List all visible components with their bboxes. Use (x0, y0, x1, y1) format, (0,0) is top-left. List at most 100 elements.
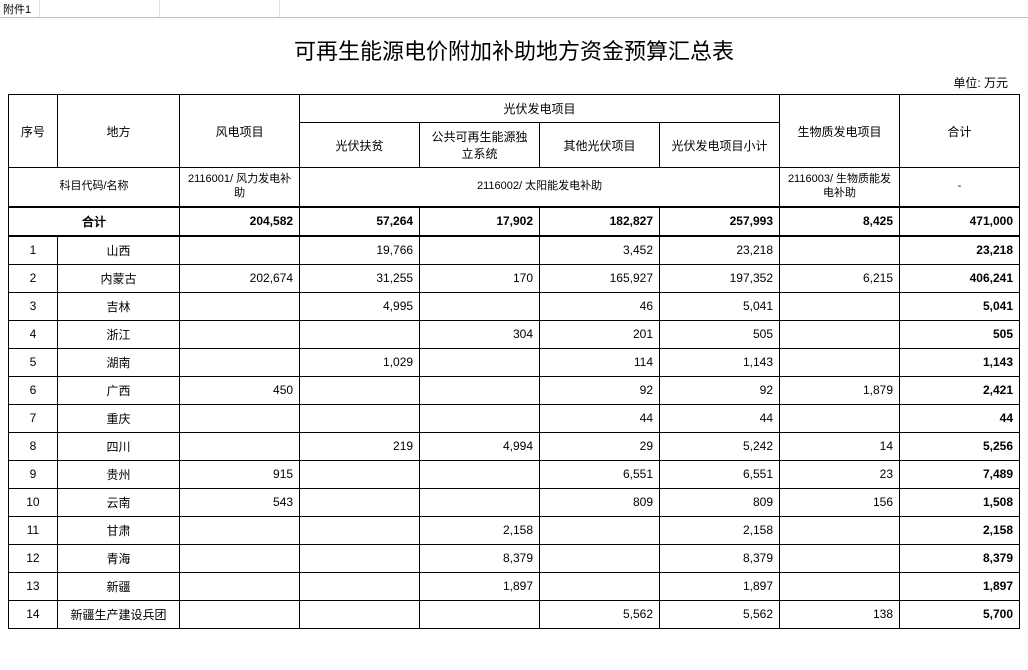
cell-idx: 11 (9, 516, 58, 544)
cell-region: 甘肃 (57, 516, 179, 544)
cell-total: 1,143 (900, 348, 1020, 376)
sum-label: 合计 (9, 207, 180, 236)
cell-total: 5,700 (900, 600, 1020, 628)
cell-region: 新疆生产建设兵团 (57, 600, 179, 628)
cell-pv-other: 809 (540, 488, 660, 516)
cell-idx: 4 (9, 320, 58, 348)
cell-pv-public (420, 460, 540, 488)
cell-pv-poverty: 31,255 (300, 264, 420, 292)
cell-pv-poverty (300, 516, 420, 544)
cell-pv-subtotal: 23,218 (660, 236, 780, 265)
table-row: 1山西19,7663,45223,21823,218 (9, 236, 1020, 265)
cell-biomass: 23 (780, 460, 900, 488)
table-row: 2内蒙古202,67431,255170165,927197,3526,2154… (9, 264, 1020, 292)
col-wind: 风电项目 (180, 95, 300, 168)
grid-cell (40, 0, 160, 17)
col-pv-group: 光伏发电项目 (300, 95, 780, 123)
cell-pv-subtotal: 1,143 (660, 348, 780, 376)
cell-idx: 6 (9, 376, 58, 404)
cell-total: 5,041 (900, 292, 1020, 320)
cell-idx: 1 (9, 236, 58, 265)
sum-pv-poverty: 57,264 (300, 207, 420, 236)
cell-pv-poverty (300, 460, 420, 488)
sum-total: 471,000 (900, 207, 1020, 236)
cell-biomass (780, 320, 900, 348)
cell-pv-subtotal: 44 (660, 404, 780, 432)
cell-total: 1,508 (900, 488, 1020, 516)
cell-pv-poverty: 4,995 (300, 292, 420, 320)
cell-idx: 9 (9, 460, 58, 488)
cell-wind (180, 236, 300, 265)
cell-pv-subtotal: 1,897 (660, 572, 780, 600)
cell-pv-public: 4,994 (420, 432, 540, 460)
cell-pv-subtotal: 197,352 (660, 264, 780, 292)
cell-biomass (780, 404, 900, 432)
cell-pv-other: 5,562 (540, 600, 660, 628)
sum-wind: 204,582 (180, 207, 300, 236)
table-row: 14新疆生产建设兵团5,5625,5621385,700 (9, 600, 1020, 628)
cell-wind: 915 (180, 460, 300, 488)
table-row: 6广西45092921,8792,421 (9, 376, 1020, 404)
cell-wind (180, 432, 300, 460)
cell-total: 8,379 (900, 544, 1020, 572)
cell-biomass (780, 572, 900, 600)
col-pv-other: 其他光伏项目 (540, 123, 660, 168)
cell-pv-other (540, 572, 660, 600)
cell-pv-poverty: 219 (300, 432, 420, 460)
col-pv-poverty: 光伏扶贫 (300, 123, 420, 168)
cell-pv-public (420, 376, 540, 404)
cell-biomass (780, 236, 900, 265)
cell-biomass: 14 (780, 432, 900, 460)
cell-idx: 8 (9, 432, 58, 460)
cell-wind: 202,674 (180, 264, 300, 292)
cell-pv-poverty: 19,766 (300, 236, 420, 265)
cell-region: 吉林 (57, 292, 179, 320)
sum-row: 合计 204,582 57,264 17,902 182,827 257,993… (9, 207, 1020, 236)
attachment-label: 附件1 (0, 0, 40, 17)
table-row: 8四川2194,994295,242145,256 (9, 432, 1020, 460)
sum-pv-other: 182,827 (540, 207, 660, 236)
cell-idx: 3 (9, 292, 58, 320)
sum-pv-sub: 257,993 (660, 207, 780, 236)
cell-pv-poverty (300, 572, 420, 600)
cell-pv-subtotal: 92 (660, 376, 780, 404)
cell-pv-public (420, 600, 540, 628)
cell-region: 广西 (57, 376, 179, 404)
subject-pv: 2116002/ 太阳能发电补助 (300, 168, 780, 207)
cell-idx: 12 (9, 544, 58, 572)
cell-pv-other: 165,927 (540, 264, 660, 292)
table-row: 7重庆444444 (9, 404, 1020, 432)
cell-idx: 14 (9, 600, 58, 628)
cell-biomass: 6,215 (780, 264, 900, 292)
sheet-gridline-row: 附件1 (0, 0, 1028, 18)
cell-idx: 13 (9, 572, 58, 600)
cell-biomass (780, 348, 900, 376)
col-biomass: 生物质发电项目 (780, 95, 900, 168)
table-row: 12青海8,3798,3798,379 (9, 544, 1020, 572)
cell-pv-other: 46 (540, 292, 660, 320)
subject-total: - (900, 168, 1020, 207)
cell-pv-poverty (300, 320, 420, 348)
cell-pv-public (420, 488, 540, 516)
budget-table: 序号 地方 风电项目 光伏发电项目 生物质发电项目 合计 光伏扶贫 公共可再生能… (8, 94, 1020, 629)
subject-biomass: 2116003/ 生物质能发电补助 (780, 168, 900, 207)
cell-wind (180, 292, 300, 320)
cell-pv-other: 92 (540, 376, 660, 404)
cell-biomass: 156 (780, 488, 900, 516)
sum-biomass: 8,425 (780, 207, 900, 236)
subject-label: 科目代码/名称 (9, 168, 180, 207)
cell-pv-other (540, 516, 660, 544)
cell-pv-public: 170 (420, 264, 540, 292)
table-row: 5湖南1,0291141,1431,143 (9, 348, 1020, 376)
cell-total: 44 (900, 404, 1020, 432)
cell-wind (180, 348, 300, 376)
cell-region: 贵州 (57, 460, 179, 488)
cell-pv-poverty (300, 376, 420, 404)
subject-wind: 2116001/ 风力发电补助 (180, 168, 300, 207)
cell-pv-public (420, 404, 540, 432)
cell-pv-poverty: 1,029 (300, 348, 420, 376)
cell-pv-subtotal: 2,158 (660, 516, 780, 544)
cell-pv-subtotal: 5,242 (660, 432, 780, 460)
cell-pv-other: 114 (540, 348, 660, 376)
cell-region: 云南 (57, 488, 179, 516)
